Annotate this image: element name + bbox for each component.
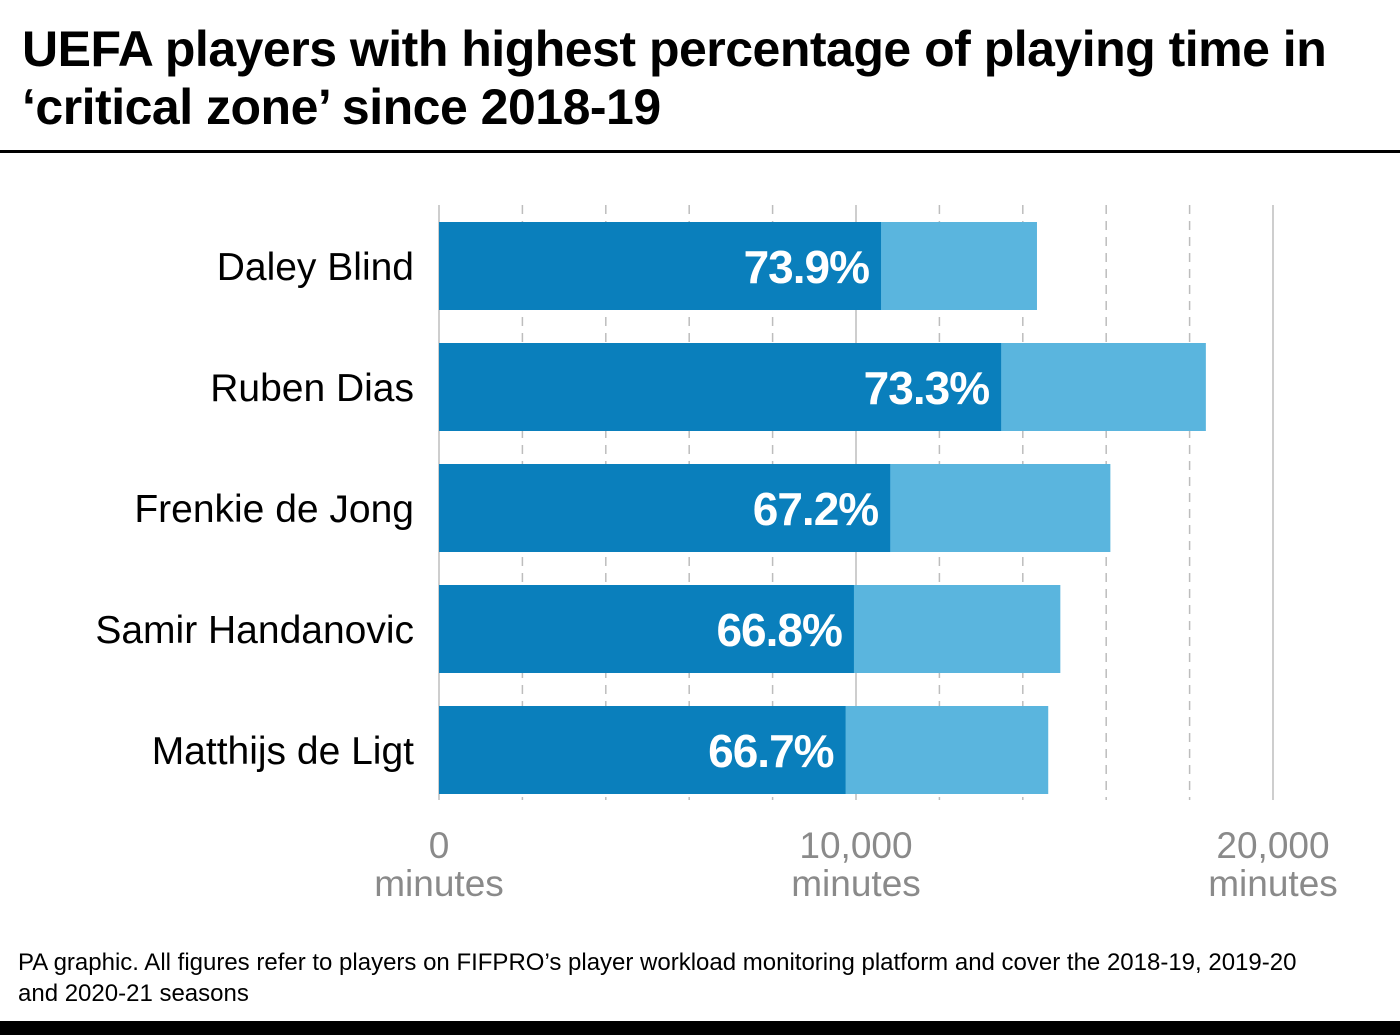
x-tick-label: 0	[429, 825, 450, 866]
bar-percentage-label: 73.3%	[864, 362, 990, 414]
x-tick-unit: minutes	[374, 863, 504, 904]
bar-critical-minutes	[439, 343, 1002, 431]
category-label: Ruben Dias	[210, 367, 414, 410]
category-label: Samir Handanovic	[95, 609, 414, 652]
bar-critical-minutes	[439, 464, 891, 552]
axis-layer: Daley Blind Ruben Dias Frenkie de Jong Sami…	[95, 246, 1337, 904]
chart-title: UEFA players with highest percentage of …	[22, 21, 1327, 135]
bar-critical-minutes	[439, 706, 846, 794]
bottom-divider	[0, 1021, 1400, 1035]
x-tick-unit: minutes	[1208, 863, 1338, 904]
category-label: Matthijs de Ligt	[152, 730, 414, 773]
bar-critical-minutes	[439, 585, 854, 673]
bar-percentage-label: 66.7%	[708, 725, 834, 777]
x-tick-label: 10,000	[799, 825, 912, 866]
bar-critical-minutes	[439, 222, 882, 310]
category-label: Daley Blind	[217, 246, 414, 289]
bar-percentage-label: 66.8%	[716, 604, 842, 656]
x-tick-unit: minutes	[791, 863, 921, 904]
bar-percentage-label: 67.2%	[753, 483, 879, 535]
title-divider	[0, 150, 1400, 153]
bar-chart: 73.9% 73.3% 67.2% 66.8% 66.7% Daley Blind Rub…	[95, 205, 1338, 904]
x-tick-label: 20,000	[1216, 825, 1329, 866]
category-label: Frenkie de Jong	[134, 488, 414, 531]
source-footnote: PA graphic. All figures refer to players…	[18, 949, 1297, 1007]
bar-percentage-label: 73.9%	[744, 241, 870, 293]
bar-layer: 73.9% 73.3% 67.2% 66.8% 66.7%	[439, 222, 1206, 794]
